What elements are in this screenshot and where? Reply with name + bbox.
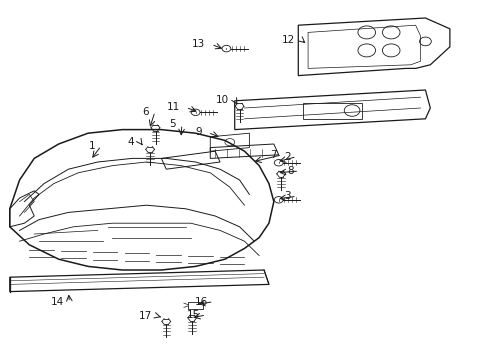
Text: 16: 16 [194, 297, 207, 307]
Text: 14: 14 [50, 297, 63, 307]
Bar [303, 103, 361, 119]
Text: 2: 2 [284, 152, 290, 162]
Text: 15: 15 [187, 310, 200, 320]
Text: 4: 4 [127, 137, 134, 147]
Text: 9: 9 [195, 127, 202, 138]
Text: 6: 6 [142, 107, 149, 117]
Text: 17: 17 [138, 311, 151, 321]
Text: 12: 12 [282, 35, 295, 45]
Text: 10: 10 [215, 95, 228, 105]
Text: 13: 13 [192, 39, 205, 49]
Text: 3: 3 [284, 191, 290, 201]
Text: 5: 5 [169, 119, 176, 129]
Text: 1: 1 [88, 141, 95, 151]
Text: 8: 8 [286, 166, 293, 176]
Text: 7: 7 [269, 150, 276, 160]
Text: 11: 11 [166, 102, 180, 112]
Bar [187, 302, 203, 309]
